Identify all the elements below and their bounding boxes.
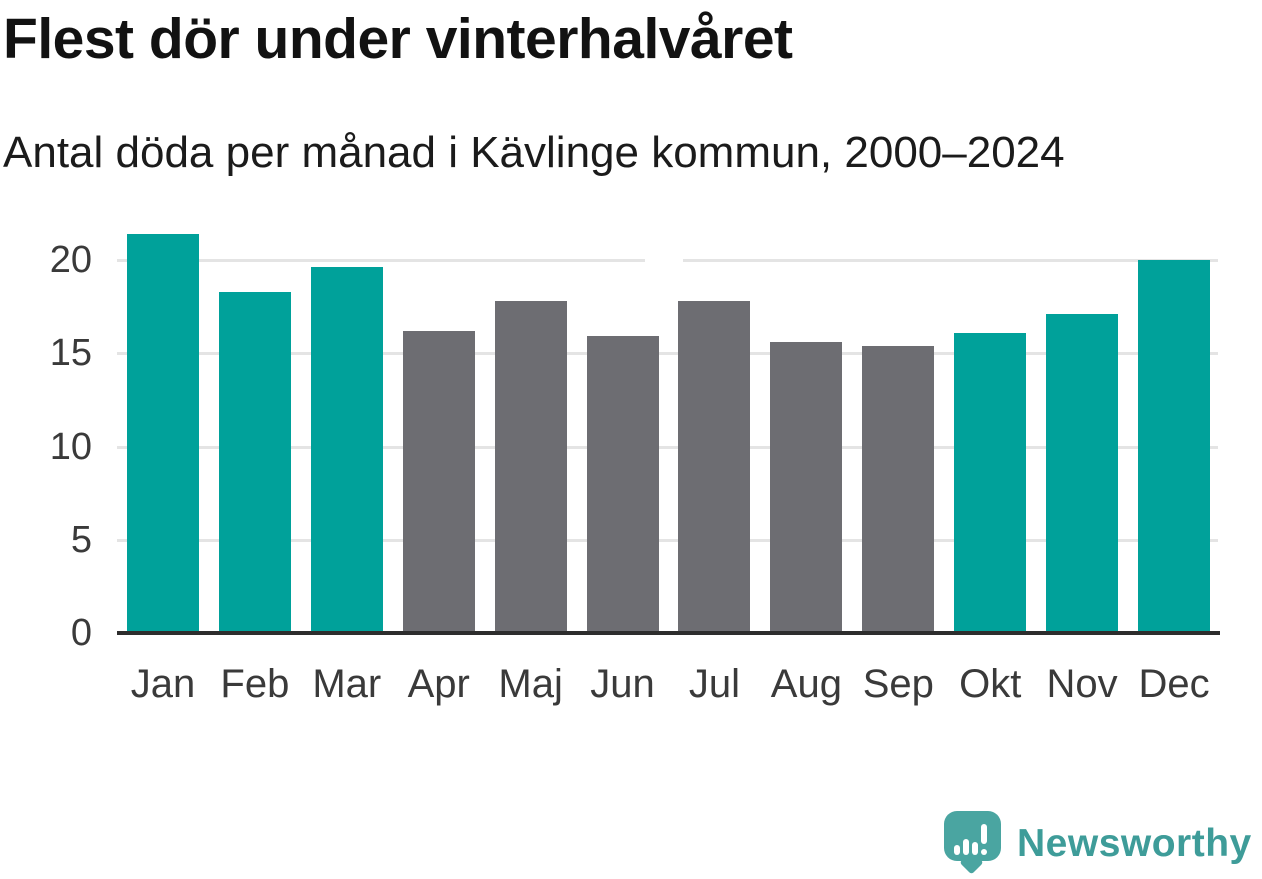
logo-minibar-3 <box>972 842 978 855</box>
logo-minibar-2 <box>963 839 969 855</box>
y-axis-tick-label: 20 <box>49 239 92 281</box>
x-axis-line <box>117 631 1220 635</box>
gridline-10 <box>117 445 1218 449</box>
gridline-gap-artifact <box>645 255 683 265</box>
x-axis-tick-label: Jul <box>688 662 741 706</box>
bar-jan <box>126 233 199 633</box>
logo-minibar-1 <box>954 845 960 855</box>
y-axis-tick-label: 0 <box>70 612 92 654</box>
bar-apr <box>402 330 475 633</box>
y-axis-tick-label: 5 <box>70 518 92 561</box>
x-axis-tick-label: Dec <box>1138 662 1210 706</box>
x-axis-tick-label: Jun <box>590 662 655 706</box>
newsworthy-branding: Newsworthy <box>944 811 1252 877</box>
gridline-5 <box>117 538 1218 542</box>
bar-dec <box>1138 260 1211 633</box>
x-axis-tick-label: Maj <box>498 662 563 706</box>
x-axis-tick-label: Okt <box>959 662 1022 706</box>
bar-okt <box>954 332 1027 633</box>
bar-aug <box>770 342 843 633</box>
x-axis-tick-label: Apr <box>407 662 470 706</box>
gridline-15 <box>117 352 1218 356</box>
bar-jun <box>586 336 659 633</box>
x-axis-tick-label: Mar <box>312 662 382 706</box>
chart-title: Flest dör under vinterhalvåret <box>3 7 793 71</box>
bar-sep <box>862 345 935 633</box>
bar-jul <box>678 301 751 633</box>
x-axis-tick-label: Aug <box>770 662 842 706</box>
bar-maj <box>494 301 567 633</box>
bar-nov <box>1046 314 1119 633</box>
chart-subtitle: Antal döda per månad i Kävlinge kommun, … <box>3 128 1065 177</box>
newsworthy-logo-icon <box>944 811 1001 877</box>
y-axis-tick-label: 15 <box>49 332 92 375</box>
bar-mar <box>310 267 383 633</box>
x-axis-tick-label: Nov <box>1046 662 1118 706</box>
logo-exclamation-bar <box>981 824 987 844</box>
y-axis-tick-label: 10 <box>49 425 92 468</box>
x-axis-tick-label: Feb <box>220 662 290 706</box>
logo-exclamation-dot <box>981 849 987 855</box>
x-axis-tick-label: Sep <box>862 662 934 706</box>
x-axis-tick-label: Jan <box>130 662 196 706</box>
bar-feb <box>218 291 291 633</box>
newsworthy-wordmark: Newsworthy <box>1017 822 1252 865</box>
